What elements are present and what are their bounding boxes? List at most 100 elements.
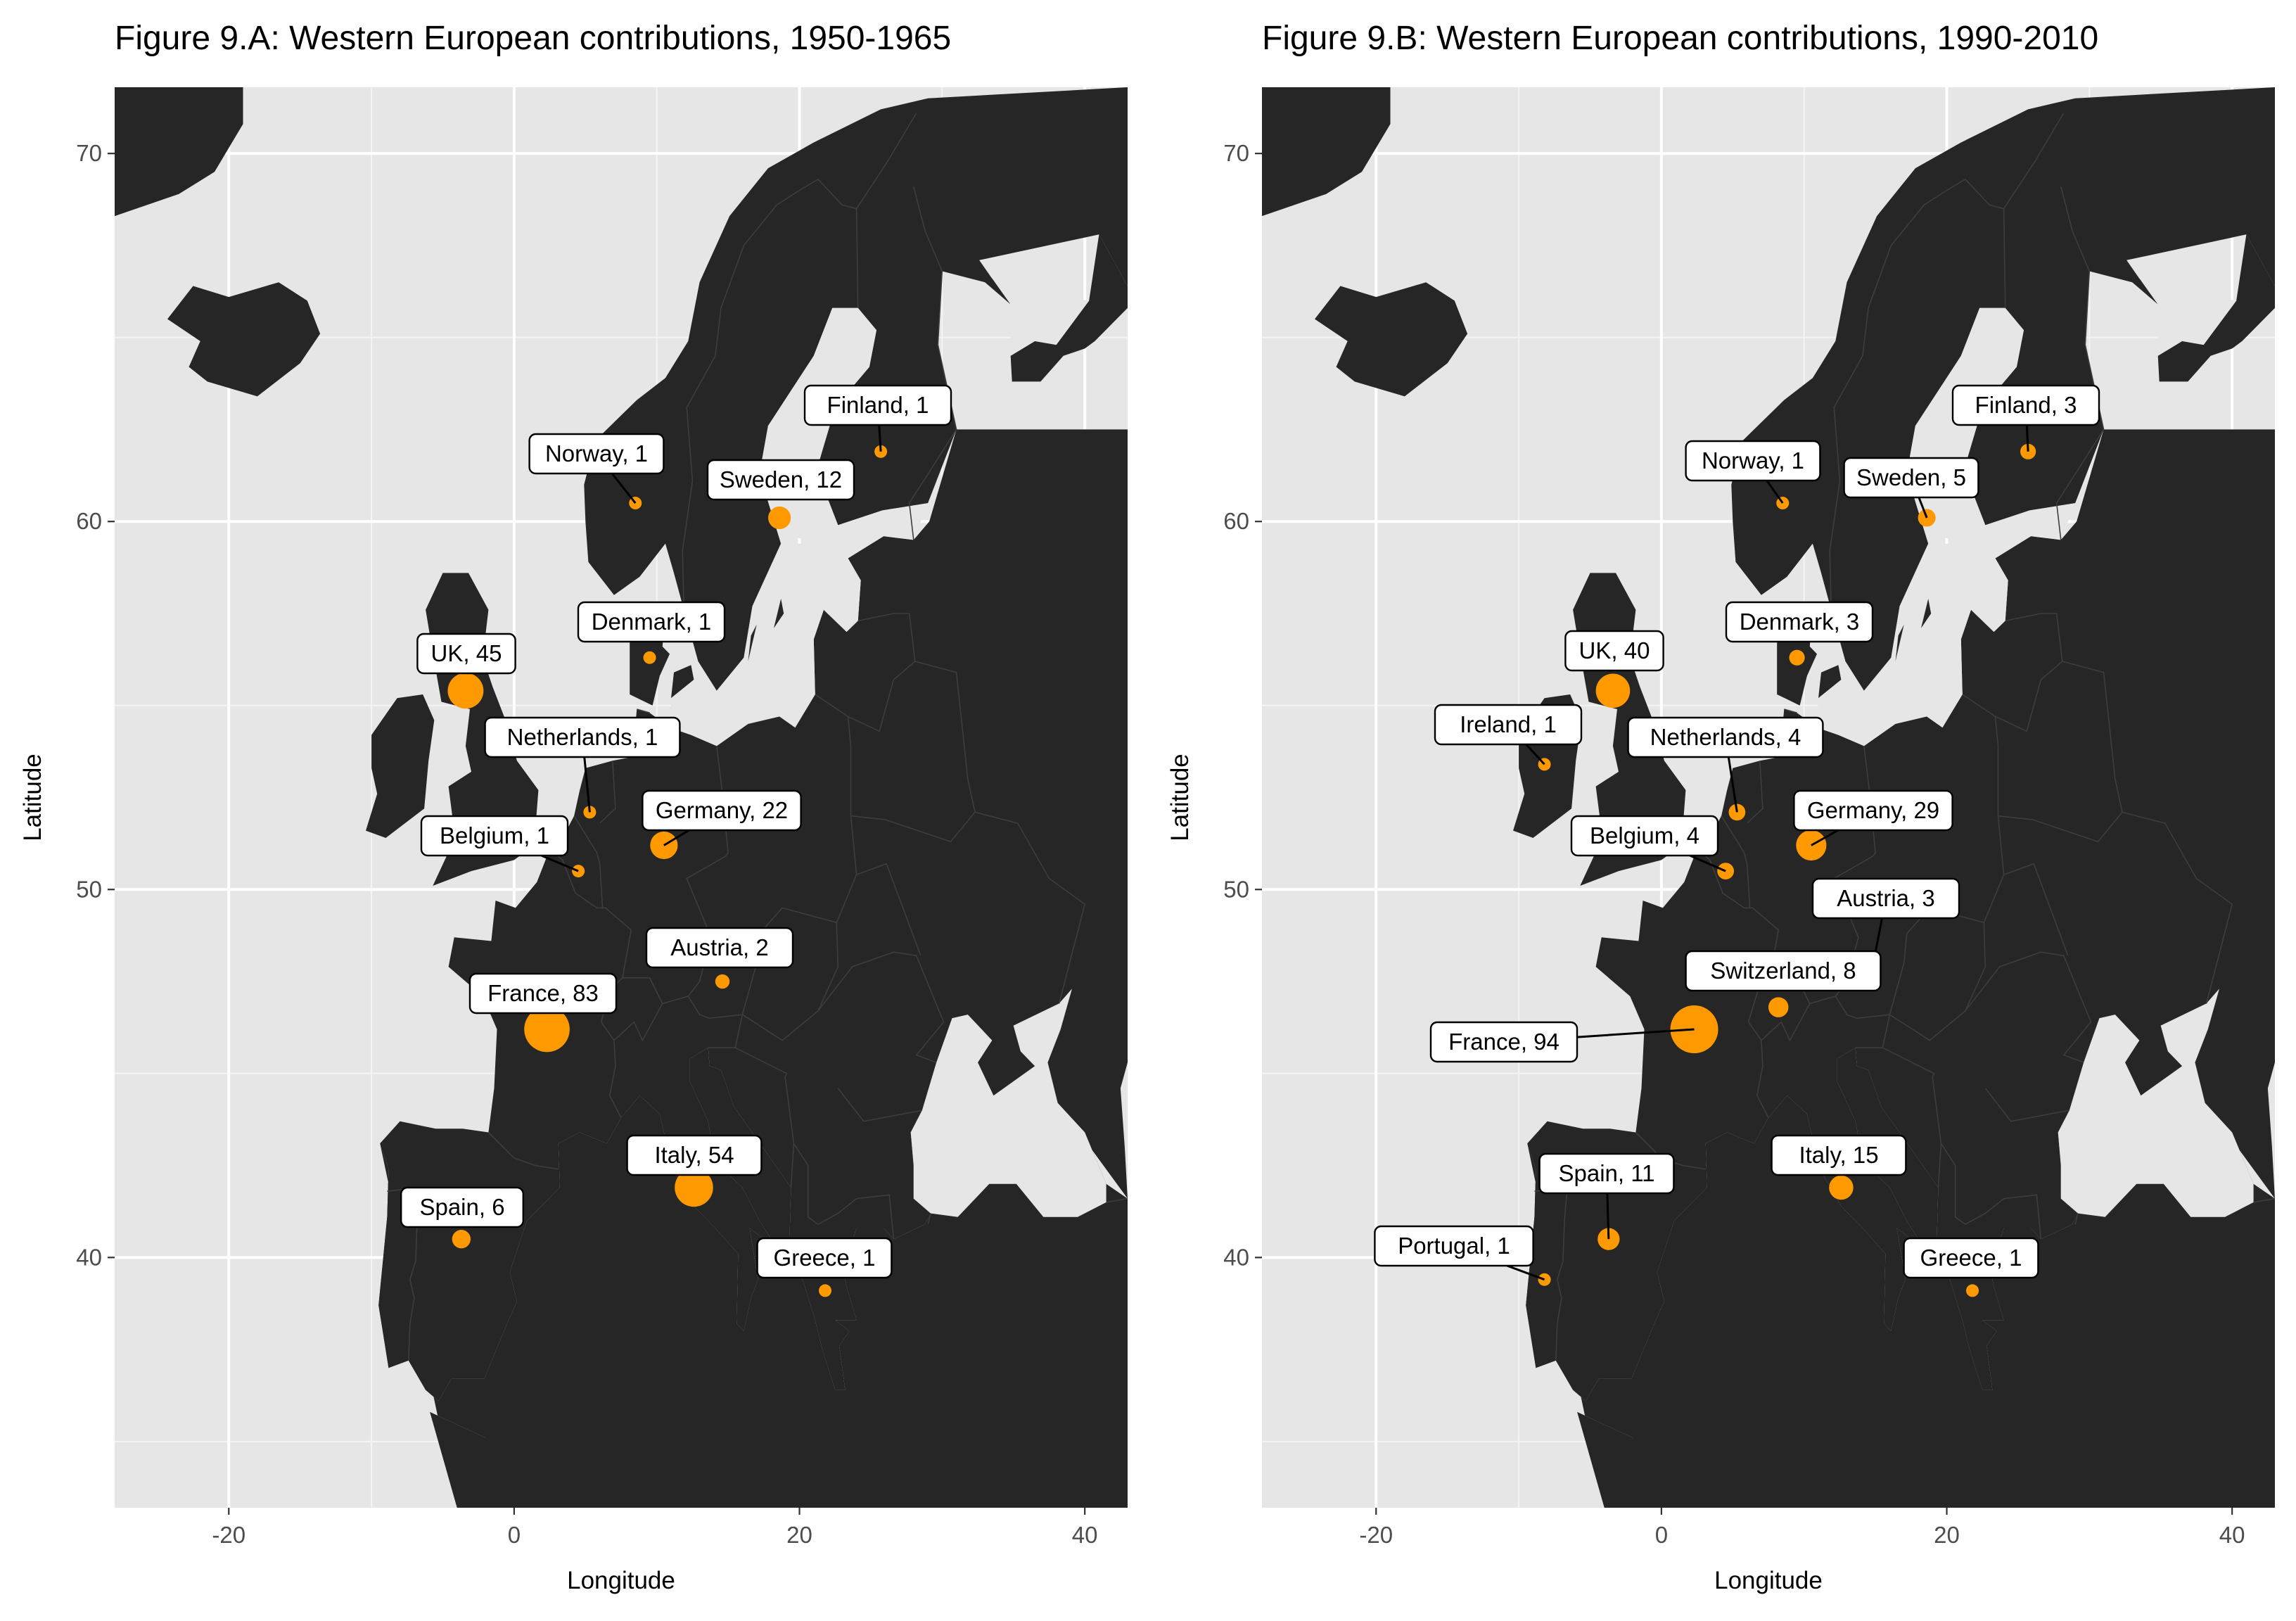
land-zealand — [671, 665, 694, 699]
x-tick-label: -20 — [1359, 1522, 1393, 1548]
data-point — [715, 974, 730, 989]
label-leader — [1606, 1193, 1610, 1240]
land-africa — [1577, 1356, 1826, 1508]
chart-title: Figure 9.A: Western European contributio… — [115, 20, 951, 57]
land-baleares — [1695, 1261, 1710, 1273]
point-label-text: Norway, 1 — [545, 440, 648, 466]
point-label-text: Finland, 1 — [827, 392, 929, 418]
white-sea — [2126, 260, 2237, 356]
label-leader — [1525, 743, 1545, 765]
caspian-edge — [1120, 1062, 1128, 1199]
land-cyprus — [975, 1419, 1007, 1453]
point-label-text: Germany, 29 — [1807, 797, 1939, 823]
point-label: Austria, 3 — [1811, 877, 1960, 920]
label-leader — [2025, 424, 2029, 452]
y-tick-label: 50 — [1223, 876, 1249, 902]
point-label: Ireland, 1 — [1434, 704, 1583, 746]
white-sea — [979, 260, 1090, 356]
points — [447, 445, 888, 1297]
data-point — [768, 506, 791, 530]
y-tick-label: 50 — [76, 876, 102, 902]
point-label-text: Netherlands, 4 — [1650, 724, 1801, 750]
baltic-sea — [1817, 503, 2076, 746]
point-label: Denmark, 3 — [1725, 601, 1874, 643]
point-label: Italy, 15 — [1771, 1134, 1907, 1176]
x-tick-label: 0 — [508, 1522, 521, 1548]
x-tick-label: 40 — [2219, 1522, 2245, 1548]
y-tick-label: 70 — [76, 140, 102, 166]
label-leader — [1766, 480, 1784, 504]
point-label: Spain, 6 — [400, 1186, 525, 1228]
data-point — [1918, 509, 1936, 527]
points — [1538, 443, 2036, 1297]
point-label-text: Denmark, 1 — [592, 609, 712, 635]
land-gotland — [774, 599, 784, 628]
data-point — [447, 673, 484, 709]
point-label: Switzerland, 8 — [1685, 950, 1882, 992]
label-leader — [1811, 829, 1839, 846]
x-tick-label: 20 — [1934, 1522, 1960, 1548]
data-point — [643, 651, 656, 664]
point-label-text: Netherlands, 1 — [507, 724, 658, 750]
x-axis-title: Longitude — [567, 1567, 675, 1594]
point-label: France, 94 — [1429, 1021, 1579, 1063]
data-point — [1768, 997, 1789, 1017]
data-point — [819, 1284, 832, 1297]
data-point — [1717, 863, 1735, 879]
y-tick-label: 70 — [1223, 140, 1249, 166]
point-label: UK, 40 — [1564, 630, 1664, 672]
label-leader — [611, 473, 637, 504]
x-tick-label: 0 — [1655, 1522, 1668, 1548]
point-label: Netherlands, 1 — [484, 716, 681, 758]
chart-title: Figure 9.B: Western European contributio… — [1262, 20, 2098, 57]
land-greenland — [115, 87, 243, 217]
label-leader — [1727, 756, 1738, 813]
land-sardinia — [1778, 1213, 1801, 1295]
country-borders — [1534, 113, 2275, 1361]
point-label-text: Switzerland, 8 — [1710, 958, 1856, 984]
panel-b: Finland, 3 Norway, 1 Sweden, 5 Denmark, 3 UK… — [1166, 20, 2275, 1594]
point-label: Netherlands, 4 — [1627, 716, 1824, 758]
land-oland — [1895, 624, 1904, 661]
point-label-text: Norway, 1 — [1702, 447, 1804, 473]
y-tick-label: 40 — [1223, 1244, 1249, 1270]
point-label-text: Spain, 6 — [419, 1194, 504, 1220]
panel-a: Finland, 1 Norway, 1 Sweden, 12 Denmark, 1 U… — [19, 20, 1128, 1594]
point-label: Spain, 11 — [1538, 1152, 1675, 1195]
x-tick-label: 20 — [786, 1522, 812, 1548]
point-label-text: UK, 40 — [1579, 637, 1650, 663]
land-baleares — [548, 1261, 563, 1273]
point-label-text: Finland, 3 — [1975, 392, 2077, 418]
data-point — [1789, 649, 1805, 666]
land-libya_egypt — [796, 1183, 1128, 1508]
point-label: Greece, 1 — [756, 1237, 893, 1279]
point-label-text: Italy, 15 — [1799, 1142, 1878, 1168]
point-label-text: Greece, 1 — [1920, 1245, 2022, 1271]
data-point — [452, 1230, 471, 1249]
land-sicily — [691, 1323, 737, 1379]
x-axis-title: Longitude — [1714, 1567, 1823, 1594]
label-leader — [1689, 854, 1726, 872]
label-leader — [1576, 1028, 1695, 1038]
point-label: Norway, 1 — [528, 433, 665, 475]
point-label: Greece, 1 — [1903, 1237, 2039, 1279]
point-label-text: Germany, 22 — [656, 797, 788, 823]
label-leader — [663, 829, 690, 846]
labels: Finland, 3 Norway, 1 Sweden, 5 Denmark, 3 UK… — [1374, 384, 2100, 1281]
point-label: Germany, 22 — [642, 789, 802, 832]
point-label-text: Austria, 3 — [1837, 885, 1934, 911]
point-label: Belgium, 4 — [1570, 815, 1719, 857]
point-label: Sweden, 12 — [706, 459, 855, 501]
land-sicily — [1838, 1323, 1884, 1379]
data-point — [1595, 673, 1631, 708]
point-label-text: Spain, 11 — [1559, 1160, 1655, 1186]
axes: -20 0 20 40 40 50 60 70 — [76, 140, 1097, 1548]
y-tick-label: 60 — [1223, 508, 1249, 534]
point-label: Sweden, 5 — [1843, 457, 1979, 499]
baltic-sea — [670, 503, 929, 746]
land-crete — [1996, 1423, 2037, 1438]
black-sea — [2058, 989, 2254, 1217]
point-label-text: Sweden, 5 — [1856, 464, 1966, 490]
point-label: Norway, 1 — [1685, 440, 1821, 482]
point-label: Finland, 1 — [803, 384, 952, 426]
